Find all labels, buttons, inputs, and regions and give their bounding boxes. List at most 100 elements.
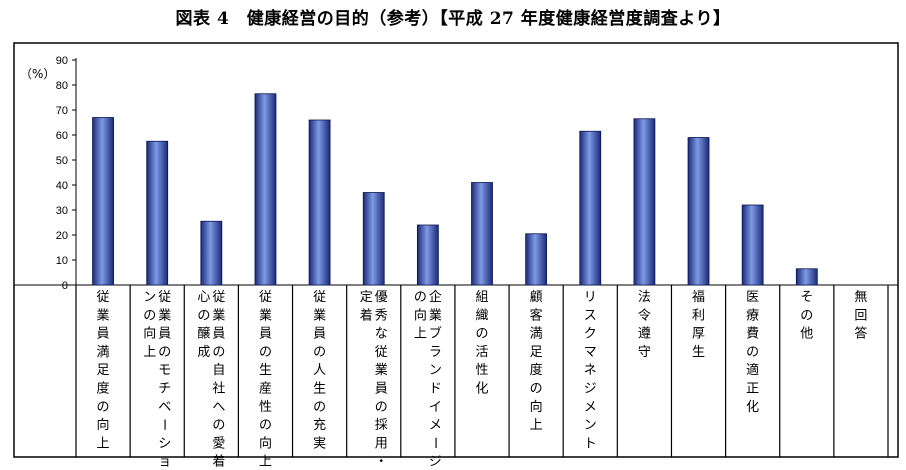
category-label-char: ネ: [584, 363, 597, 378]
category-label-char: 満: [530, 327, 543, 342]
bar: [633, 118, 656, 286]
category-label-char: の: [313, 345, 326, 360]
bar: [741, 204, 764, 286]
y-tick-label: 20: [56, 230, 68, 242]
bar: [416, 224, 439, 286]
category-label-char: 愛: [212, 436, 225, 451]
category-label-char: の: [530, 382, 543, 397]
category-label-char: 他: [800, 327, 813, 342]
category-label-char: の: [143, 308, 156, 323]
category-label-char: 遵: [638, 326, 651, 342]
category-label-char: 満: [97, 345, 110, 360]
category-label-char: 定: [360, 290, 373, 305]
category-label-char: 足: [530, 345, 543, 360]
category-label-char: 客: [530, 307, 543, 323]
category-label-char: イ: [429, 400, 442, 415]
category-label-char: 令: [638, 308, 651, 323]
bar: [687, 137, 710, 286]
category-label-char: ド: [429, 382, 442, 397]
category-label-char: ラ: [429, 345, 442, 360]
category-label-char: の: [259, 418, 272, 433]
category-label-char: の: [97, 400, 110, 415]
category-label-char: ジ: [429, 455, 442, 470]
category-label-char: ー: [156, 418, 171, 431]
category-label-char: そ: [800, 290, 813, 305]
category-label-char: 員: [375, 382, 388, 397]
y-tick-label: 40: [56, 180, 68, 192]
category-label-char: 企: [429, 289, 442, 305]
category-label-char: マ: [584, 345, 597, 360]
category-label-char: ジ: [584, 382, 597, 397]
bar: [254, 93, 277, 286]
category-label-char: チ: [158, 382, 171, 397]
y-tick-label: 30: [56, 205, 68, 217]
bar: [146, 140, 169, 286]
category-label-char: 適: [746, 362, 759, 378]
y-tick-label: 10: [56, 255, 68, 267]
bar: [471, 182, 493, 286]
category-label-char: 組: [475, 290, 488, 305]
category-label-char: 化: [475, 382, 488, 397]
category-label-char: の: [259, 345, 272, 360]
category-label-char: 員: [259, 327, 272, 342]
bar: [525, 233, 548, 286]
category-label-char: 業: [158, 307, 171, 323]
category-label-char: ン: [584, 418, 597, 433]
category-label-char: 用: [375, 436, 388, 451]
y-tick-label: 70: [56, 105, 68, 117]
category-label-char: 従: [212, 290, 225, 305]
category-label-char: 足: [97, 363, 110, 378]
category-label-char: 生: [259, 363, 272, 378]
category-label-char: 答: [854, 326, 867, 342]
category-label-char: 産: [259, 381, 272, 397]
category-label-char: ン: [429, 363, 442, 378]
category-label-char: 法: [638, 290, 651, 305]
page-title: 図表 4 健康経営の目的（参考）【平成 27 年度健康経営度調査より】: [175, 9, 731, 29]
category-label-char: 度: [97, 381, 110, 397]
category-label-char: 福: [692, 290, 705, 305]
category-label-char: ベ: [158, 400, 171, 415]
category-label-char: 化: [746, 400, 759, 415]
y-axis-unit-label: （%）: [20, 67, 55, 81]
bar: [795, 268, 818, 286]
category-label-char: メ: [584, 400, 597, 415]
category-label-char: リ: [584, 290, 597, 305]
category-label-char: 上: [414, 327, 427, 342]
category-label-char: 生: [313, 382, 326, 397]
category-label-char: ス: [584, 308, 597, 323]
category-label-char: 着: [212, 454, 225, 470]
category-label-char: へ: [212, 400, 225, 415]
category-label-char: の: [414, 290, 427, 305]
category-label-char: 守: [638, 345, 651, 360]
category-label-char: 性: [475, 363, 488, 378]
bar: [200, 220, 223, 286]
category-label-char: 向: [97, 417, 110, 433]
category-label-char: 上: [97, 436, 110, 451]
category-label-char: 上: [143, 345, 156, 360]
bar: [92, 117, 114, 286]
y-tick-label: 90: [56, 55, 68, 67]
category-label-char: 上: [259, 455, 272, 470]
category-label-char: の: [375, 400, 388, 415]
category-label-char: 厚: [692, 327, 705, 342]
category-label-char: 優: [375, 290, 388, 305]
category-label-char: 向: [414, 307, 427, 323]
category-label-char: 業: [313, 307, 326, 323]
category-label-char: 度: [530, 362, 543, 378]
category-label-char: 織: [475, 308, 488, 323]
category-label-char: の: [212, 418, 225, 433]
category-label-char: 業: [259, 307, 272, 323]
category-label-char: 費: [746, 327, 759, 342]
category-label-char: モ: [158, 363, 171, 378]
category-label-char: 実: [313, 435, 326, 451]
category-label-char: 採: [375, 418, 388, 433]
category-label-char: 心: [197, 290, 210, 305]
category-label-char: 自: [212, 363, 225, 378]
category-label-char: 療: [746, 308, 759, 323]
category-label-char: の: [212, 345, 225, 360]
y-tick-label: 60: [56, 130, 68, 142]
category-label-char: 業: [375, 362, 388, 378]
category-label-char: 無: [854, 290, 867, 305]
category-label-char: ・: [375, 455, 388, 470]
